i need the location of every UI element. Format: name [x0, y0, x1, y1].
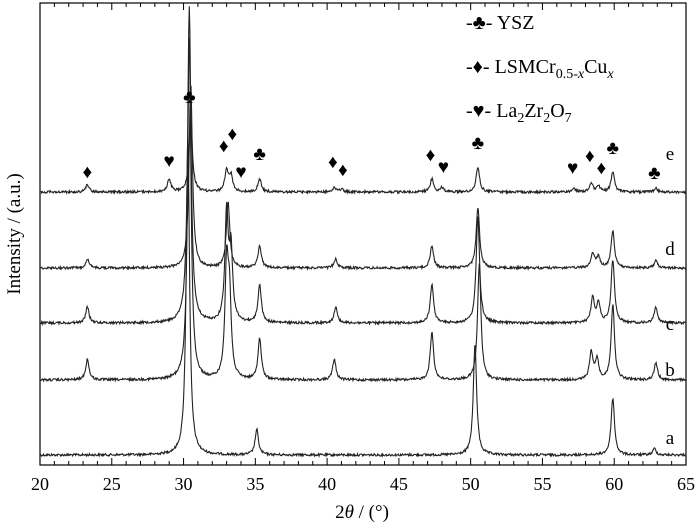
club-icon: ♣ [473, 12, 486, 34]
peak-marker-diamond-icon: ♦ [83, 162, 93, 183]
peak-marker-heart-icon: ♥ [164, 151, 175, 172]
peak-marker-club-icon: ♣ [607, 138, 619, 159]
x-tick-labels: 20 25 30 35 40 45 50 55 60 65 [31, 474, 695, 494]
peak-marker-club-icon: ♣ [253, 144, 265, 165]
pattern-a-line [39, 143, 687, 459]
pattern-d-label: d [665, 239, 675, 260]
heart-icon: ♥ [473, 100, 485, 122]
x-tick-label: 50 [462, 474, 480, 494]
peak-marker-diamond-icon: ♦ [585, 146, 595, 167]
peak-marker-club-icon: ♣ [472, 133, 484, 154]
legend-item: -♥- La2Zr2O7 [466, 100, 572, 126]
peak-marker-diamond-icon: ♦ [219, 136, 229, 157]
x-tick-label: 35 [246, 474, 264, 494]
x-tick-label: 60 [605, 474, 623, 494]
pattern-curves [39, 6, 687, 459]
pattern-c-line [39, 6, 687, 327]
x-tick-label: 40 [318, 474, 336, 494]
y-axis-label: Intensity / (a.u.) [4, 173, 25, 294]
pattern-b-label: b [665, 360, 675, 381]
peak-markers: ♦♥♣♦♦♥♣ ♦ ♦♦♥♣♥♦♦♣♣ [83, 87, 661, 184]
pattern-b-line [39, 37, 687, 383]
legend-item: -♦- LSMCr0.5-xCux [466, 56, 614, 82]
plot-frame [39, 2, 687, 466]
x-tick-label: 55 [533, 474, 551, 494]
peak-marker-heart-icon: ♥ [438, 157, 449, 178]
pattern-d-line [39, 85, 687, 272]
peak-marker-heart-icon: ♥ [235, 162, 246, 183]
peak-marker-club-icon: ♣ [648, 163, 660, 184]
pattern-c-label: c [666, 314, 674, 335]
legend-text: -♥- La2Zr2O7 [466, 100, 572, 126]
x-tick-label: 30 [175, 474, 193, 494]
pattern-e-line [39, 120, 687, 196]
x-tick-label: 45 [390, 474, 408, 494]
x-tick-label: 25 [103, 474, 121, 494]
legend-item: -♣- YSZ [466, 12, 535, 34]
x-tick-label: 20 [31, 474, 49, 494]
peak-marker-diamond-icon: ♦ [228, 124, 238, 145]
legend: -♣- YSZ -♦- LSMCr0.5-xCux -♥- La2Zr2O7 [466, 12, 614, 126]
peak-marker-diamond-icon: ♦ [426, 145, 436, 166]
peak-marker-diamond-icon: ♦ [328, 152, 338, 173]
peak-marker-diamond-icon: ♦ [596, 158, 606, 179]
peak-marker-heart-icon: ♥ [567, 158, 578, 179]
x-ticks [39, 3, 687, 465]
pattern-labels: a b c d e [665, 144, 675, 449]
legend-text: -♦- LSMCr0.5-xCux [466, 56, 614, 82]
x-axis-label: 2θ / (°) [335, 502, 389, 523]
peak-marker-club-icon: ♣ [183, 87, 195, 108]
pattern-e-label: e [666, 144, 674, 165]
legend-text: -♣- YSZ [466, 12, 535, 34]
diamond-icon: ♦ [473, 56, 483, 78]
pattern-a-label: a [666, 428, 675, 449]
peak-marker-diamond-icon: ♦ [338, 160, 348, 181]
x-tick-label: 65 [677, 474, 695, 494]
